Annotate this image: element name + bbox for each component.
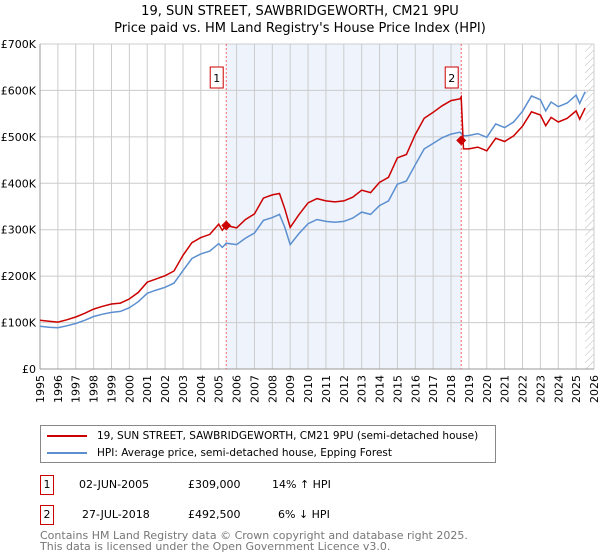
x-tick-label: 2015 [391, 375, 404, 403]
sale-point [456, 135, 467, 146]
x-tick-label: 2003 [177, 375, 190, 403]
x-tick-label: 2019 [463, 375, 476, 403]
legend: 19, SUN STREET, SAWBRIDGEWORTH, CM21 9PU… [40, 425, 496, 463]
x-tick-label: 2024 [552, 375, 565, 403]
x-tick-label: 2021 [499, 375, 512, 403]
x-tick-label: 2026 [588, 375, 600, 403]
sale-label: 1 [213, 72, 220, 85]
y-tick-label: £500K [1, 131, 37, 144]
y-tick-label: £600K [1, 84, 37, 97]
property-line-swatch [47, 435, 87, 437]
footer: Contains HM Land Registry data © Crown c… [40, 530, 468, 552]
x-tick-label: 2017 [427, 375, 440, 403]
x-tick-label: 2010 [302, 375, 315, 403]
transaction-row: 2 27-JUL-2018 £492,500 6% ↓ HPI [40, 505, 440, 525]
price-chart: 1995 1996 1997 1998 1999 2000 2001 2002 2003 2004… [1, 38, 600, 403]
transaction-badge: 2 [40, 505, 54, 525]
x-tick-label: 2006 [231, 375, 244, 403]
legend-item-property: 19, SUN STREET, SAWBRIDGEWORTH, CM21 9PU… [47, 428, 478, 444]
hpi-line-swatch [47, 452, 87, 454]
x-tick-label: 2002 [159, 375, 172, 403]
x-tick-label: 2013 [356, 375, 369, 403]
transaction-hpi: 14% ↑ HPI [272, 478, 331, 491]
x-tick-label: 2023 [534, 375, 547, 403]
transaction-date: 02-JUN-2005 [79, 478, 150, 491]
sale-point [221, 220, 232, 231]
x-tick-label: 2012 [338, 375, 351, 403]
sale-label-box [209, 66, 224, 89]
x-tick-label: 1995 [34, 375, 47, 403]
x-tick-label: 2016 [409, 375, 422, 403]
y-tick-label: £0 [22, 363, 36, 376]
y-tick-label: £700K [1, 38, 37, 51]
x-tick-label: 1998 [88, 375, 101, 403]
y-tick-label: £400K [1, 177, 37, 190]
y-tick-label: £200K [1, 270, 37, 283]
transaction-hpi: 6% ↓ HPI [278, 508, 330, 521]
x-tick-label: 2022 [517, 375, 530, 403]
x-tick-label: 2014 [374, 375, 387, 403]
transaction-badge: 1 [40, 475, 54, 495]
property-series-line [39, 94, 586, 323]
transaction-price: £492,500 [188, 508, 241, 521]
hpi-series-line [39, 91, 586, 329]
transaction-date: 27-JUL-2018 [82, 508, 150, 521]
legend-label: HPI: Average price, semi-detached house,… [97, 447, 392, 459]
x-tick-label: 2000 [123, 375, 136, 403]
x-tick-label: 2011 [320, 375, 333, 403]
x-tick-label: 2025 [570, 375, 583, 403]
footer-line: Contains HM Land Registry data © Crown c… [40, 529, 468, 542]
legend-label: 19, SUN STREET, SAWBRIDGEWORTH, CM21 9PU… [97, 430, 479, 442]
x-tick-label: 2008 [266, 375, 279, 403]
y-tick-label: £100K [1, 317, 37, 330]
hatched-forecast-region [585, 44, 594, 369]
y-tick-label: £300K [1, 224, 37, 237]
x-tick-label: 2005 [213, 375, 226, 403]
sale-label-box [444, 66, 459, 89]
x-tick-label: 2001 [141, 375, 154, 403]
x-tick-label: 2007 [248, 375, 261, 403]
x-tick-label: 2004 [195, 375, 208, 403]
sale-label: 2 [448, 72, 455, 85]
footer-line: This data is licensed under the Open Gov… [40, 540, 391, 553]
legend-item-hpi: HPI: Average price, semi-detached house,… [47, 445, 392, 461]
x-tick-label: 2009 [284, 375, 297, 403]
chart-title: 19, SUN STREET, SAWBRIDGEWORTH, CM21 9PU [141, 4, 459, 19]
chart-subtitle: Price paid vs. HM Land Registry's House … [114, 21, 486, 36]
x-tick-label: 2020 [481, 375, 494, 403]
x-tick-label: 1996 [52, 375, 65, 403]
x-tick-label: 1999 [105, 375, 118, 403]
x-tick-label: 2018 [445, 375, 458, 403]
transaction-price: £309,000 [188, 478, 241, 491]
transaction-row: 1 02-JUN-2005 £309,000 14% ↑ HPI [40, 475, 440, 495]
x-tick-label: 1997 [70, 375, 83, 403]
